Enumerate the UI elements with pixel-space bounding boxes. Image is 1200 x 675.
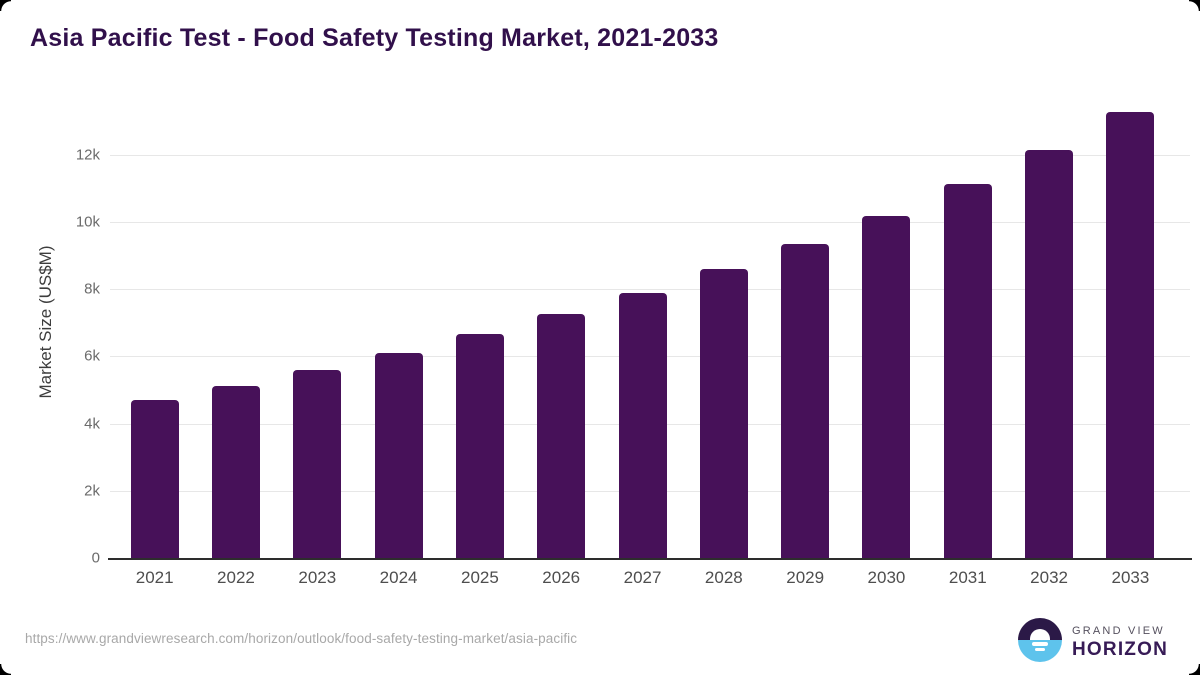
bar-2022 [211, 385, 260, 558]
x-tick-label: 2028 [704, 568, 743, 587]
bar-slot [521, 98, 602, 558]
bar-slot [765, 98, 846, 558]
bar-2032 [1025, 150, 1074, 558]
bar-2029 [781, 243, 830, 558]
bar-slot [1090, 98, 1171, 558]
gridline [110, 154, 1190, 156]
screenshot-corner-artifact [1189, 0, 1200, 11]
bar-slot [277, 98, 358, 558]
logo-brand-name: GRAND VIEW [1072, 625, 1165, 637]
y-tick-label: 6k [84, 347, 100, 365]
x-tick-label: 2022 [217, 568, 255, 587]
y-axis-title: Market Size (US$M) [36, 245, 55, 399]
y-tick-label: 0 [91, 549, 100, 567]
logo-product-name: HORIZON [1072, 639, 1169, 660]
screenshot-corner-artifact [0, 664, 11, 675]
x-tick-label: 2026 [542, 568, 581, 587]
bar-2023 [293, 370, 342, 558]
x-axis-line [108, 558, 1192, 560]
horizon-wave-line [1032, 642, 1048, 646]
bar-series [114, 98, 1171, 558]
bar-slot [439, 98, 520, 558]
x-tick-label: 2029 [786, 568, 825, 587]
x-tick-label: 2025 [460, 568, 499, 587]
screenshot-corner-artifact [0, 0, 11, 11]
bar-slot [195, 98, 276, 558]
x-tick-label: 2023 [298, 568, 337, 587]
bar-slot [927, 98, 1008, 558]
bar-slot [114, 98, 195, 558]
bar-2026 [537, 314, 586, 558]
bar-slot [683, 98, 764, 558]
x-axis-tick-labels: 2021 2022 2023 2024 2025 2026 2027 2028 2029 2030… [114, 568, 1171, 588]
bar-slot [1008, 98, 1089, 558]
x-tick-label: 2031 [948, 568, 987, 587]
horizon-wave-line [1035, 648, 1045, 651]
source-url: https://www.grandviewresearch.com/horizo… [25, 631, 578, 646]
bar-2025 [455, 333, 504, 558]
grand-view-horizon-logo: GRAND VIEW HORIZON [1018, 618, 1188, 664]
x-tick-label: 2032 [1030, 568, 1068, 587]
bar-2030 [862, 215, 911, 558]
horizon-dome-shape [1030, 629, 1050, 640]
bar-slot [602, 98, 683, 558]
screenshot-corner-artifact [1189, 664, 1200, 675]
bar-2028 [699, 269, 748, 558]
y-tick-label: 2k [84, 482, 100, 500]
x-tick-label: 2021 [135, 568, 174, 587]
bar-2024 [374, 353, 423, 558]
x-tick-label: 2033 [1111, 568, 1150, 587]
y-tick-label: 8k [84, 280, 100, 298]
bar-slot [358, 98, 439, 558]
y-tick-label: 10k [75, 213, 100, 231]
chart-title: Asia Pacific Test - Food Safety Testing … [30, 24, 719, 52]
y-tick-label: 12k [75, 146, 100, 164]
x-tick-label: 2024 [379, 568, 418, 587]
bar-2033 [1106, 112, 1155, 558]
bar-2021 [130, 400, 179, 558]
gridline [110, 289, 1190, 291]
x-tick-label: 2027 [623, 568, 662, 587]
bar-2027 [618, 292, 667, 558]
gridline [110, 222, 1190, 223]
y-tick-label: 4k [84, 415, 100, 433]
logo-text: GRAND VIEW HORIZON [1072, 625, 1168, 661]
x-tick-label: 2030 [867, 568, 906, 587]
horizon-sunset-circle-icon [1018, 618, 1062, 662]
bar-slot [846, 98, 927, 558]
bar-2031 [943, 184, 992, 558]
